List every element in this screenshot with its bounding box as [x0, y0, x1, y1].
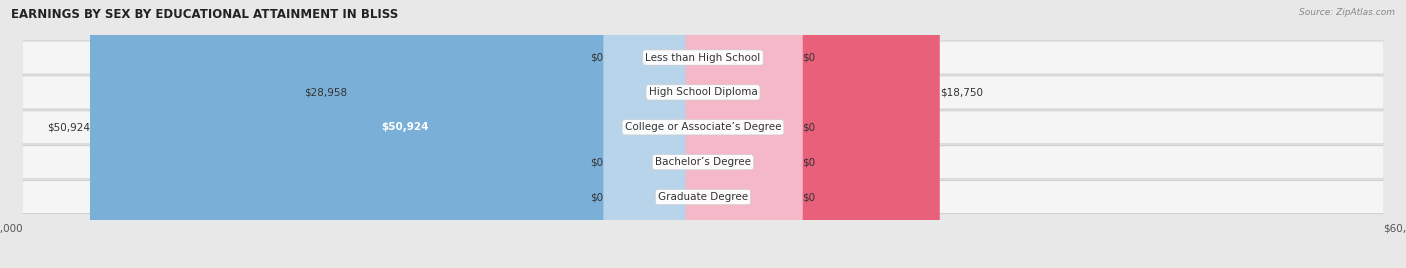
Text: $50,924: $50,924	[381, 122, 429, 132]
Text: $50,924: $50,924	[46, 122, 90, 132]
FancyBboxPatch shape	[22, 111, 1384, 143]
FancyBboxPatch shape	[22, 42, 1384, 74]
Text: $0: $0	[803, 157, 815, 167]
FancyBboxPatch shape	[686, 0, 803, 268]
FancyBboxPatch shape	[603, 0, 720, 268]
Text: $0: $0	[803, 122, 815, 132]
Text: Graduate Degree: Graduate Degree	[658, 192, 748, 202]
Text: $28,958: $28,958	[304, 87, 347, 97]
FancyBboxPatch shape	[686, 0, 803, 268]
Text: $0: $0	[591, 157, 603, 167]
FancyBboxPatch shape	[347, 0, 720, 268]
FancyBboxPatch shape	[686, 0, 803, 268]
FancyBboxPatch shape	[22, 180, 1384, 214]
FancyBboxPatch shape	[603, 0, 720, 268]
FancyBboxPatch shape	[90, 0, 720, 268]
Text: Source: ZipAtlas.com: Source: ZipAtlas.com	[1299, 8, 1395, 17]
FancyBboxPatch shape	[22, 76, 1384, 109]
Text: High School Diploma: High School Diploma	[648, 87, 758, 97]
FancyBboxPatch shape	[22, 146, 1384, 178]
Text: $0: $0	[803, 53, 815, 62]
Text: College or Associate’s Degree: College or Associate’s Degree	[624, 122, 782, 132]
FancyBboxPatch shape	[22, 110, 1384, 144]
FancyBboxPatch shape	[22, 181, 1384, 213]
Text: Bachelor’s Degree: Bachelor’s Degree	[655, 157, 751, 167]
Text: Less than High School: Less than High School	[645, 53, 761, 62]
FancyBboxPatch shape	[22, 145, 1384, 179]
FancyBboxPatch shape	[686, 0, 803, 268]
Text: $0: $0	[591, 192, 603, 202]
FancyBboxPatch shape	[686, 0, 939, 268]
Text: $18,750: $18,750	[939, 87, 983, 97]
Text: $0: $0	[803, 192, 815, 202]
Text: EARNINGS BY SEX BY EDUCATIONAL ATTAINMENT IN BLISS: EARNINGS BY SEX BY EDUCATIONAL ATTAINMEN…	[11, 8, 398, 21]
FancyBboxPatch shape	[22, 40, 1384, 75]
Text: $0: $0	[591, 53, 603, 62]
FancyBboxPatch shape	[603, 0, 720, 268]
FancyBboxPatch shape	[22, 75, 1384, 110]
